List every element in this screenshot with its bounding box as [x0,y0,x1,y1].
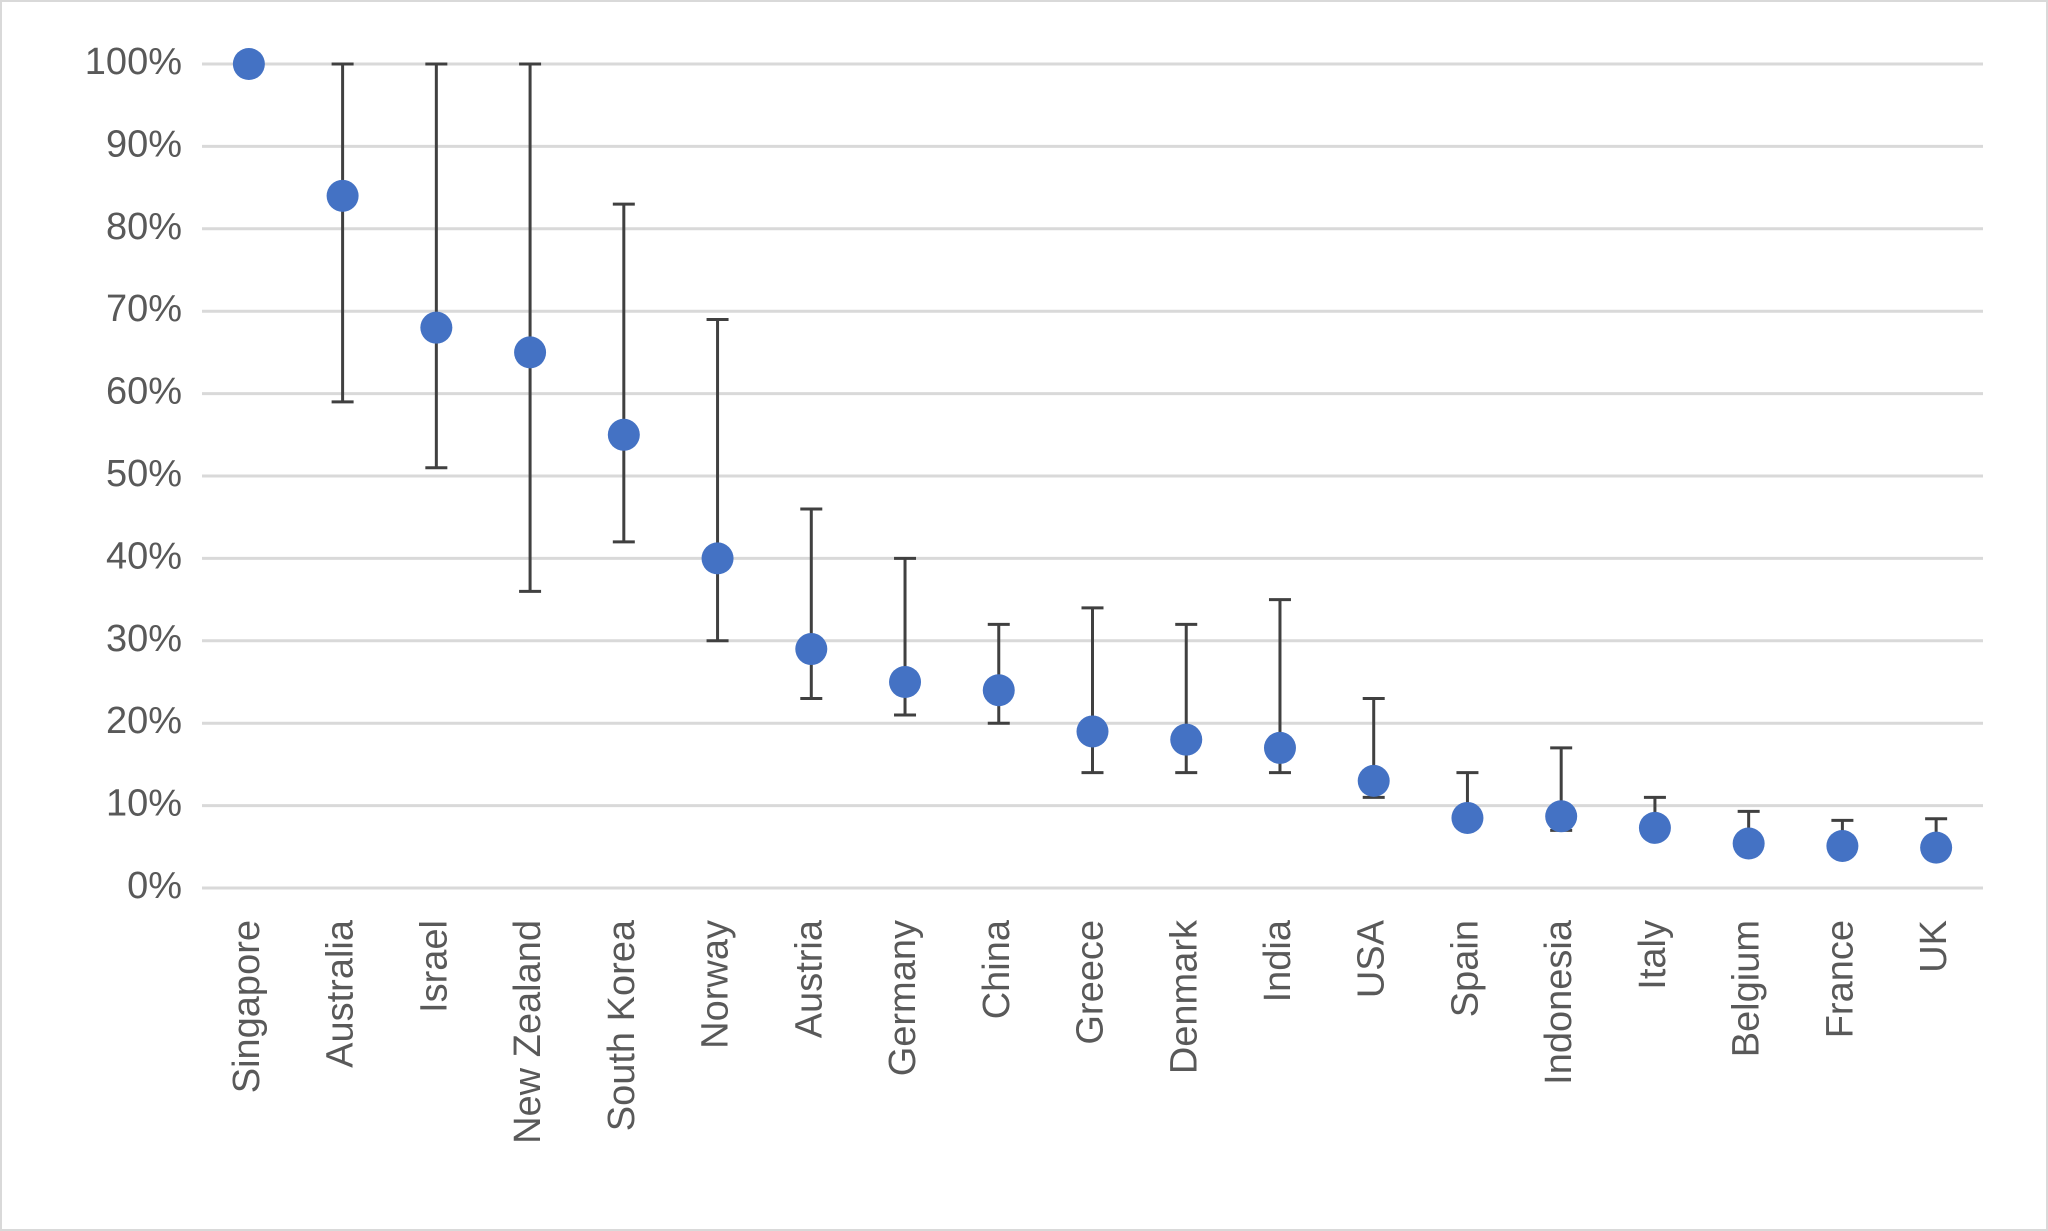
dot [795,633,828,666]
x-tick-label: USA [1351,919,1393,998]
dot [1263,731,1296,764]
dot [1170,723,1203,756]
x-tick-label: France [1819,920,1861,1038]
y-tick-label: 90% [106,123,182,165]
dot [982,674,1015,707]
dot [1826,829,1859,862]
dot [889,666,922,698]
y-tick-label: 80% [106,206,182,248]
y-tick-label: 0% [127,865,182,907]
dot [1545,800,1578,833]
dot [1638,811,1671,844]
dot [1732,827,1765,860]
x-tick-label: UK [1913,920,1955,973]
x-tick-label: Greece [1070,920,1112,1045]
x-tick-label: Belgium [1726,920,1768,1057]
x-tick-label: Spain [1444,920,1486,1017]
dot [232,48,265,80]
x-tick-label: Norway [695,920,737,1049]
x-tick-label: Israel [413,920,455,1013]
y-tick-label: 100% [85,41,182,83]
dot [1920,831,1953,864]
dot [607,418,640,451]
dot [326,179,359,212]
y-tick-label: 60% [106,371,182,413]
y-tick-label: 10% [106,783,182,825]
y-tick-label: 70% [106,288,182,330]
dot [420,311,453,344]
dot [1451,801,1484,834]
x-tick-label: Australia [320,919,362,1068]
dot [1076,715,1109,748]
x-tick-label: Italy [1632,920,1674,990]
y-tick-label: 40% [106,535,182,577]
x-tick-label: South Korea [601,919,643,1131]
x-tick-label: China [976,919,1018,1019]
y-tick-label: 30% [106,618,182,660]
dot [1357,764,1390,797]
x-tick-label: Germany [882,920,924,1076]
x-tick-label: New Zealand [507,920,549,1144]
x-tick-label: India [1257,919,1299,1002]
y-tick-label: 50% [106,453,182,495]
x-tick-label: Austria [788,919,830,1038]
dot [514,336,547,369]
x-tick-label: Indonesia [1538,919,1580,1085]
dot [701,542,734,575]
x-tick-label: Singapore [226,920,268,1093]
y-tick-label: 20% [106,700,182,742]
x-tick-label: Denmark [1163,919,1205,1074]
